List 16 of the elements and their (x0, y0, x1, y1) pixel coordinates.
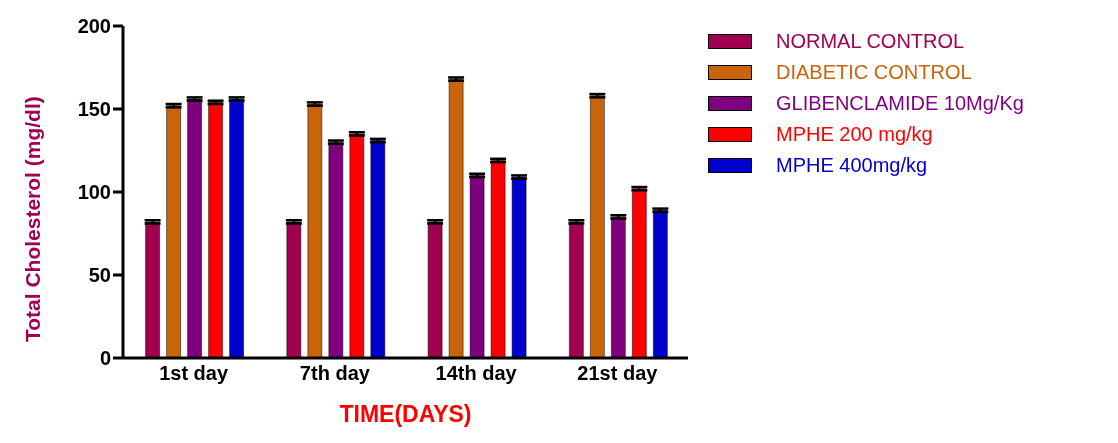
y-axis-title: Total Cholesterol (mg/dl) (21, 96, 45, 342)
x-tick-label: 7th day (299, 362, 371, 385)
x-tick-label: 21st day (577, 362, 659, 385)
y-tick-label: 0 (99, 347, 111, 370)
legend-label: MPHE 400mg/kg (776, 154, 928, 177)
legend-label: GLIBENCLAMIDE 10Mg/Kg (776, 92, 1024, 115)
legend-label: MPHE 200 mg/kg (776, 123, 933, 146)
y-tick-label: 200 (77, 15, 111, 38)
y-tick-label: 50 (88, 264, 111, 287)
x-tick-label: 14th day (435, 362, 518, 385)
x-axis-title: TIME(DAYS) (339, 401, 472, 428)
y-tick-label: 150 (77, 98, 111, 121)
y-tick-label: 100 (77, 181, 111, 204)
legend-label: NORMAL CONTROL (776, 30, 965, 53)
x-tick-label: 1st day (159, 362, 229, 385)
legend-label: DIABETIC CONTROL (776, 61, 972, 84)
